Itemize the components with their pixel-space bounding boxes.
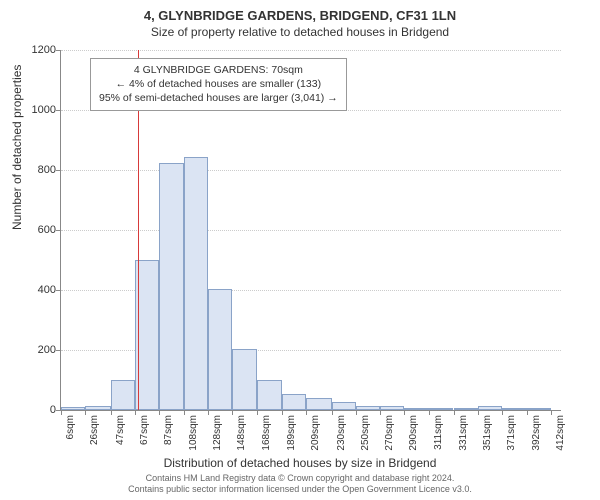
xtick-label: 26sqm bbox=[89, 415, 100, 445]
xtick-label: 250sqm bbox=[360, 415, 371, 451]
xtick-label: 148sqm bbox=[236, 415, 247, 451]
xtick-label: 412sqm bbox=[555, 415, 566, 451]
info-line1: 4 GLYNBRIDGE GARDENS: 70sqm bbox=[99, 63, 338, 77]
xtick-mark bbox=[502, 410, 503, 415]
histogram-bar bbox=[159, 163, 184, 411]
ytick-label: 0 bbox=[16, 404, 56, 416]
xtick-label: 67sqm bbox=[139, 415, 150, 445]
xtick-label: 270sqm bbox=[384, 415, 395, 451]
y-axis-label: Number of detached properties bbox=[10, 65, 24, 230]
ytick-mark bbox=[56, 290, 61, 291]
ytick-label: 1000 bbox=[16, 104, 56, 116]
xtick-label: 311sqm bbox=[433, 415, 444, 450]
histogram-bar bbox=[404, 408, 429, 410]
histogram-bar bbox=[478, 406, 502, 411]
histogram-bar bbox=[184, 157, 208, 411]
ytick-label: 200 bbox=[16, 344, 56, 356]
xtick-label: 351sqm bbox=[482, 415, 493, 451]
ytick-mark bbox=[56, 350, 61, 351]
histogram-bar bbox=[61, 407, 85, 410]
histogram-bar bbox=[85, 406, 110, 410]
xtick-mark bbox=[551, 410, 552, 415]
histogram-bar bbox=[257, 380, 282, 410]
xtick-mark bbox=[257, 410, 258, 415]
xtick-mark bbox=[184, 410, 185, 415]
xtick-label: 392sqm bbox=[531, 415, 542, 451]
ytick-label: 400 bbox=[16, 284, 56, 296]
histogram-bar bbox=[527, 408, 551, 410]
xtick-label: 87sqm bbox=[163, 415, 174, 445]
ytick-label: 600 bbox=[16, 224, 56, 236]
histogram-bar bbox=[502, 408, 527, 410]
info-line2: ← 4% of detached houses are smaller (133… bbox=[99, 77, 338, 91]
histogram-bar bbox=[380, 406, 404, 410]
xtick-label: 331sqm bbox=[458, 415, 469, 451]
xtick-mark bbox=[380, 410, 381, 415]
xtick-label: 6sqm bbox=[65, 415, 76, 439]
xtick-label: 128sqm bbox=[212, 415, 223, 451]
chart-area: 0200400600800100012006sqm26sqm47sqm67sqm… bbox=[60, 50, 560, 410]
xtick-mark bbox=[85, 410, 86, 415]
title-main: 4, GLYNBRIDGE GARDENS, BRIDGEND, CF31 1L… bbox=[0, 0, 600, 23]
ytick-mark bbox=[56, 170, 61, 171]
x-axis-label: Distribution of detached houses by size … bbox=[0, 456, 600, 470]
ytick-label: 1200 bbox=[16, 44, 56, 56]
xtick-mark bbox=[159, 410, 160, 415]
xtick-mark bbox=[332, 410, 333, 415]
xtick-mark bbox=[135, 410, 136, 415]
attribution-line1: Contains HM Land Registry data © Crown c… bbox=[0, 473, 600, 485]
ytick-mark bbox=[56, 230, 61, 231]
chart-container: 4, GLYNBRIDGE GARDENS, BRIDGEND, CF31 1L… bbox=[0, 0, 600, 500]
xtick-label: 47sqm bbox=[115, 415, 126, 445]
grid-line bbox=[61, 50, 561, 51]
info-box: 4 GLYNBRIDGE GARDENS: 70sqm ← 4% of deta… bbox=[90, 58, 347, 111]
xtick-label: 189sqm bbox=[286, 415, 297, 451]
xtick-label: 371sqm bbox=[506, 415, 517, 451]
xtick-mark bbox=[232, 410, 233, 415]
xtick-mark bbox=[404, 410, 405, 415]
xtick-label: 108sqm bbox=[188, 415, 199, 451]
xtick-mark bbox=[208, 410, 209, 415]
attribution: Contains HM Land Registry data © Crown c… bbox=[0, 473, 600, 496]
histogram-bar bbox=[429, 408, 453, 410]
title-sub: Size of property relative to detached ho… bbox=[0, 23, 600, 39]
xtick-mark bbox=[356, 410, 357, 415]
xtick-label: 209sqm bbox=[310, 415, 321, 451]
grid-line bbox=[61, 230, 561, 231]
histogram-bar bbox=[282, 394, 306, 411]
histogram-bar bbox=[232, 349, 256, 411]
xtick-mark bbox=[429, 410, 430, 415]
xtick-label: 230sqm bbox=[336, 415, 347, 451]
xtick-mark bbox=[282, 410, 283, 415]
ytick-mark bbox=[56, 110, 61, 111]
xtick-label: 290sqm bbox=[408, 415, 419, 451]
xtick-mark bbox=[111, 410, 112, 415]
grid-line bbox=[61, 170, 561, 171]
ytick-mark bbox=[56, 50, 61, 51]
histogram-bar bbox=[306, 398, 331, 410]
xtick-mark bbox=[478, 410, 479, 415]
xtick-label: 168sqm bbox=[261, 415, 272, 451]
histogram-bar bbox=[111, 380, 135, 410]
xtick-mark bbox=[61, 410, 62, 415]
xtick-mark bbox=[306, 410, 307, 415]
info-line3: 95% of semi-detached houses are larger (… bbox=[99, 91, 338, 105]
attribution-line2: Contains public sector information licen… bbox=[0, 484, 600, 496]
histogram-bar bbox=[356, 406, 380, 411]
xtick-mark bbox=[527, 410, 528, 415]
xtick-mark bbox=[454, 410, 455, 415]
histogram-bar bbox=[332, 402, 356, 410]
histogram-bar bbox=[454, 408, 478, 410]
ytick-label: 800 bbox=[16, 164, 56, 176]
histogram-bar bbox=[208, 289, 232, 411]
